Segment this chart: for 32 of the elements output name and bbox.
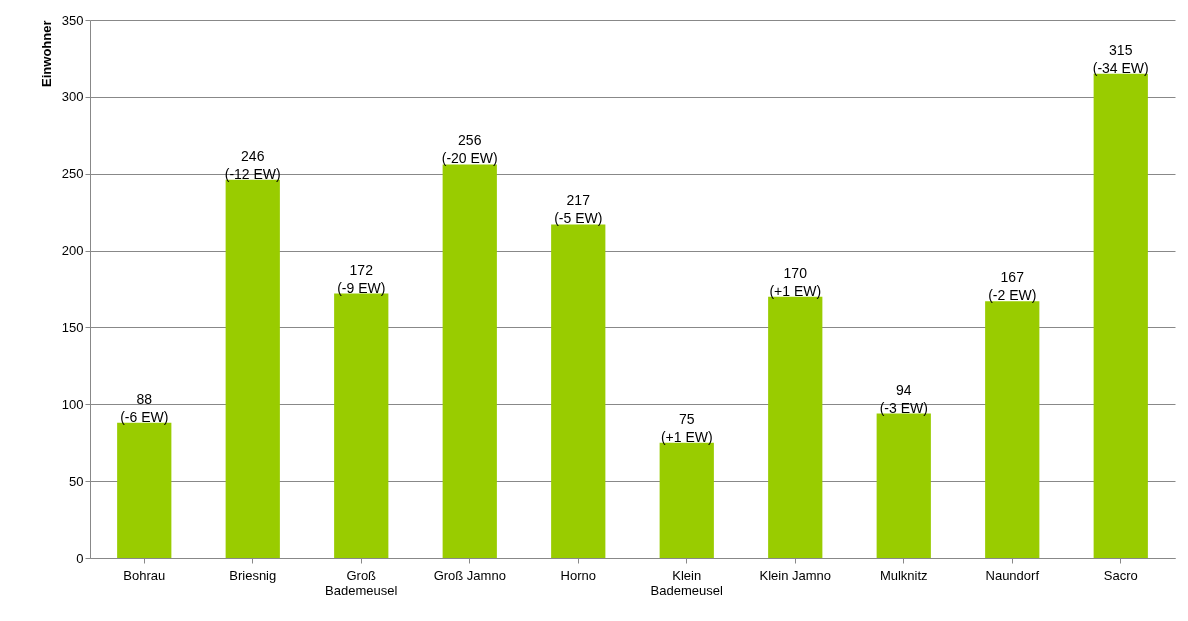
y-tick-label: 250	[61, 166, 84, 182]
y-tick-label: 150	[61, 319, 84, 335]
x-tick-label: Sacro	[1103, 567, 1138, 583]
bar	[442, 164, 497, 558]
y-tick-label: 100	[61, 396, 84, 412]
data-label: 256 (-20 EW)	[441, 132, 498, 167]
data-label: 94 (-3 EW)	[879, 381, 928, 416]
data-label: 217 (-5 EW)	[554, 192, 603, 227]
y-tick-label: 200	[61, 243, 84, 259]
data-label: 88 (-6 EW)	[120, 390, 169, 425]
bar	[551, 224, 606, 558]
x-tick-label: Klein Jamno	[759, 567, 832, 583]
data-label: 75 (+1 EW)	[660, 410, 713, 445]
x-tick-label: Naundorf	[985, 567, 1040, 583]
x-tick-label: Mulknitz	[879, 567, 928, 583]
y-tick-label: 350	[61, 12, 84, 28]
x-tick-label: Bohrau	[123, 567, 166, 583]
y-tick-label: 0	[76, 550, 84, 566]
data-label: 172 (-9 EW)	[337, 261, 386, 296]
x-tick-label: Groß Jamno	[433, 567, 506, 583]
y-axis-title: Einwohner	[38, 20, 54, 87]
data-label: 315 (-34 EW)	[1092, 41, 1149, 76]
x-tick-label: Briesnig	[229, 567, 277, 583]
y-tick-label: 50	[69, 473, 84, 489]
x-tick-label: Horno	[560, 567, 596, 583]
x-tick-label: Klein Bademeusel	[650, 567, 723, 598]
data-label: 246 (-12 EW)	[224, 147, 281, 182]
data-label: 170 (+1 EW)	[769, 264, 822, 299]
x-tick-label: Groß Bademeusel	[325, 567, 398, 598]
bar	[985, 301, 1040, 558]
data-label: 167 (-2 EW)	[988, 269, 1037, 304]
y-tick-label: 300	[61, 89, 84, 105]
